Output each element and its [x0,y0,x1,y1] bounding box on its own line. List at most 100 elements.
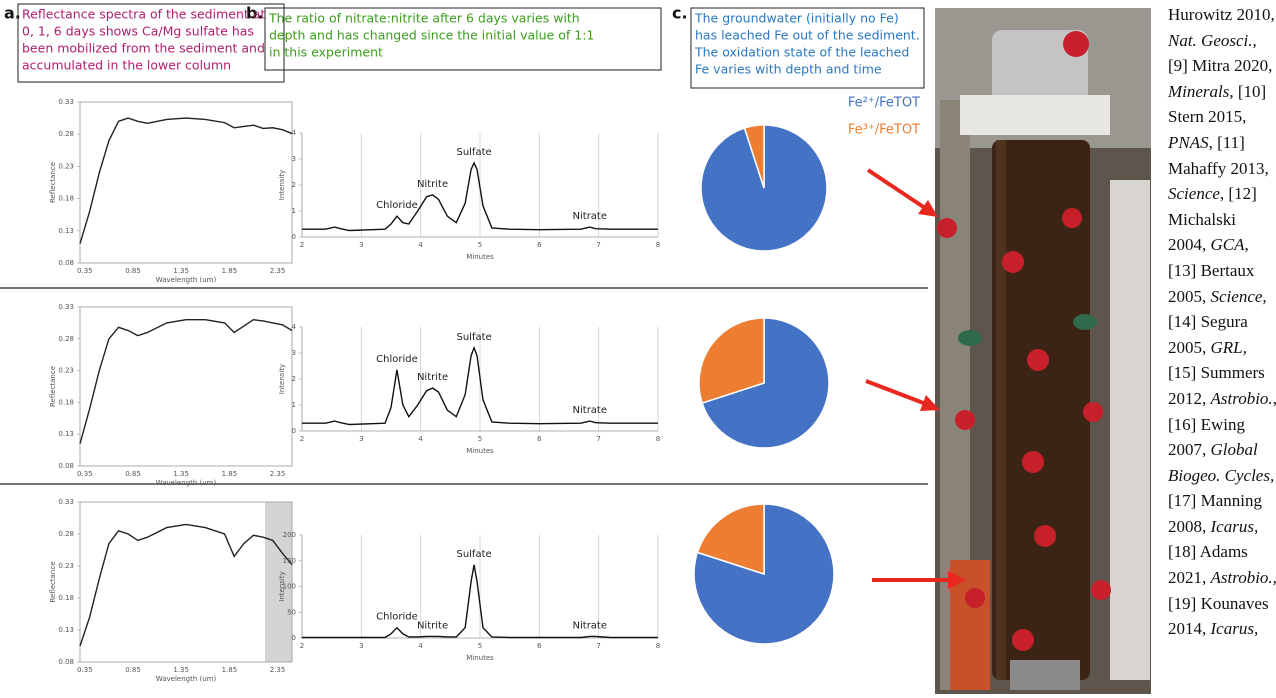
reference-text: [19] Kounaves [1168,594,1269,613]
x-tick-label: 4 [418,435,423,443]
column-photo [935,8,1151,694]
y-tick-label: 150 [283,557,296,565]
x-tick-label: 0.35 [77,666,93,674]
reference-text: 2005, [1168,287,1211,306]
y-tick-label: 4 [292,323,297,331]
panel-label: c. [672,4,688,23]
reference-text: GRL, [1211,338,1247,357]
plot-frame [80,502,292,662]
data-line [80,320,292,444]
reference-line: 2005, Science, [1168,284,1276,310]
x-tick-label: 8 [656,642,660,650]
reference-line: 2004, GCA, [1168,232,1276,258]
figure: a.b.c.Reflectance spectra of the sedimen… [0,0,1276,698]
x-tick-label: 8 [656,241,660,249]
y-tick-label: 0.28 [58,130,74,138]
y-tick-label: 0.08 [58,658,74,666]
peak-label: Nitrate [573,405,608,416]
x-tick-label: 8 [656,435,660,443]
x-axis-label: Wavelength (um) [156,675,217,683]
x-tick-label: 7 [596,642,600,650]
x-axis-label: Wavelength (um) [156,276,217,284]
y-tick-label: 0.33 [58,303,74,311]
x-axis-label: Minutes [466,654,494,662]
x-tick-label: 5 [478,642,482,650]
x-tick-label: 5 [478,241,482,249]
reference-text: [17] Manning [1168,491,1262,510]
caption-line: 0, 1, 6 days shows Ca/Mg sulfate has [22,24,254,39]
y-tick-label: 0.28 [58,335,74,343]
reference-line: [14] Segura [1168,309,1276,335]
x-tick-label: 6 [537,642,542,650]
reference-text: 2007, [1168,440,1211,459]
x-tick-label: 0.35 [77,267,93,275]
x-tick-label: 1.85 [222,267,238,275]
reference-text: Icarus, [1211,517,1259,536]
reference-text: 2005, [1168,338,1211,357]
x-tick-label: 1.85 [222,470,238,478]
reference-line: Biogeo. Cycles, [1168,463,1276,489]
y-tick-label: 0.13 [58,430,74,438]
x-tick-label: 7 [596,241,600,249]
y-tick-label: 0 [292,233,296,241]
reference-text: Michalski [1168,210,1236,229]
y-tick-label: 0.23 [58,162,74,170]
reference-text: Astrobio. [1211,389,1273,408]
y-tick-label: 200 [283,531,296,539]
y-tick-label: 1 [292,207,296,215]
reference-text: , [10] [1229,82,1266,101]
peak-label: Chloride [376,354,418,365]
reference-text: PNAS [1168,133,1209,152]
y-tick-label: 0.33 [58,498,74,506]
reference-text: 2012, [1168,389,1211,408]
reference-line: Stern 2015, [1168,104,1276,130]
x-tick-label: 4 [418,241,423,249]
y-axis-label: Reflectance [49,162,57,203]
y-tick-label: 0.28 [58,530,74,538]
y-axis-label: Intensity [278,571,286,601]
caption-line: been mobilized from the sediment and [22,41,265,56]
reference-line: 2005, GRL, [1168,335,1276,361]
y-tick-label: 0.23 [58,562,74,570]
peak-label: Nitrite [417,372,448,383]
y-axis-label: Intensity [278,364,286,394]
x-tick-label: 0.85 [125,470,141,478]
x-tick-label: 6 [537,241,542,249]
reference-text: [15] Summers [1168,363,1265,382]
x-tick-label: 0.85 [125,666,141,674]
y-tick-label: 0.08 [58,259,74,267]
caption-line: The oxidation state of the leached [694,45,909,60]
x-tick-label: 3 [359,435,363,443]
x-tick-label: 0.85 [125,267,141,275]
peak-label: Chloride [376,200,418,211]
reference-line: 2008, Icarus, [1168,514,1276,540]
x-tick-label: 2.35 [270,666,286,674]
caption-line: has leached Fe out of the sediment. [695,28,920,43]
legend-label: Fe²⁺/FeTOT [848,96,920,111]
reference-text: Stern 2015, [1168,107,1246,126]
reference-line: [18] Adams [1168,539,1276,565]
reference-text: [18] Adams [1168,542,1248,561]
reference-line: [16] Ewing [1168,412,1276,438]
y-tick-label: 1 [292,401,296,409]
reference-text: 2004, [1168,235,1211,254]
reference-line: 2014, Icarus, [1168,616,1276,642]
reference-text: [9] Mitra 2020, [1168,56,1272,75]
y-axis-label: Reflectance [49,561,57,602]
reference-text: 2008, [1168,517,1211,536]
reference-text: Science, [1168,184,1224,203]
reference-line: Michalski [1168,207,1276,233]
peak-label: Sulfate [456,332,491,343]
y-tick-label: 0.18 [58,195,74,203]
reference-text: [14] Segura [1168,312,1248,331]
x-tick-label: 3 [359,642,363,650]
x-axis-label: Wavelength (um) [156,479,217,487]
reference-text: [12] [1224,184,1257,203]
x-tick-label: 0.35 [77,470,93,478]
y-tick-label: 3 [292,349,296,357]
legend-label: Fe³⁺/FeTOT [848,123,920,138]
reference-line: Nat. Geosci., [1168,28,1276,54]
reference-text: Biogeo. Cycles, [1168,466,1274,485]
reference-line: 2012, Astrobio., [1168,386,1276,412]
peak-label: Nitrite [417,620,448,631]
